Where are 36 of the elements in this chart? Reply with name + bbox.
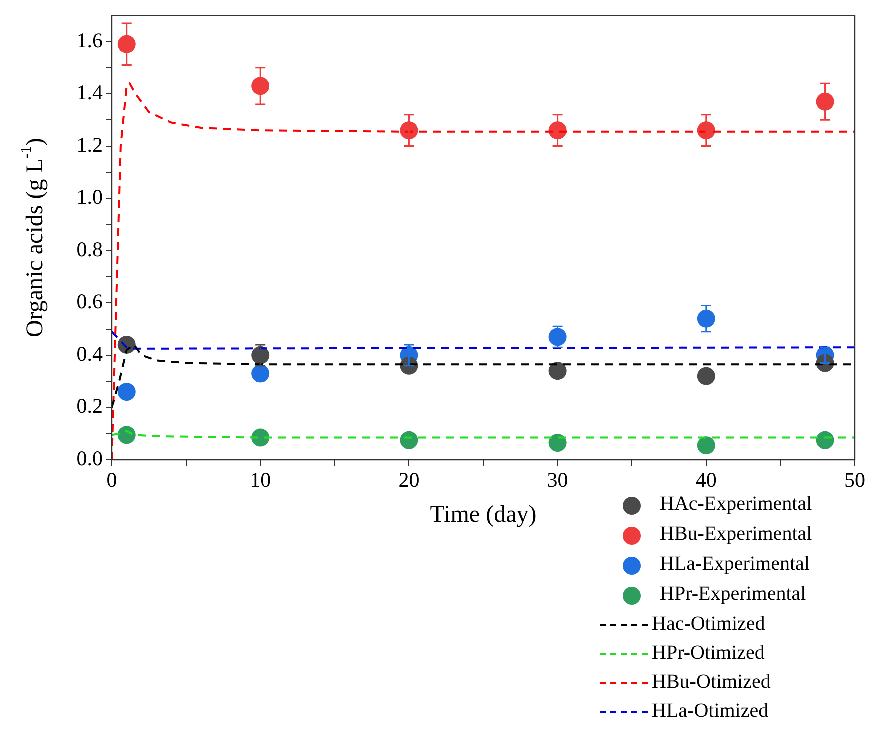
- y-tick-label: 0.0: [76, 446, 103, 471]
- legend-label: HBu-Experimental: [660, 522, 812, 545]
- y-tick-label: 1.0: [76, 185, 103, 210]
- point: [252, 428, 270, 447]
- y-tick-label: 1.2: [76, 132, 103, 157]
- point: [548, 434, 567, 452]
- point: [816, 431, 834, 450]
- legend-label: HAc-Experimental: [660, 493, 812, 515]
- y-axis-title: Organic acids (g L-1): [18, 138, 48, 338]
- x-tick-label: 30: [547, 468, 568, 492]
- legend-label: HLa-Otimized: [652, 700, 769, 722]
- x-axis-title: Time (day): [430, 502, 537, 528]
- y-tick-label: 1.4: [76, 80, 104, 105]
- x-tick-label: 10: [250, 468, 272, 492]
- point: [252, 364, 270, 383]
- legend-label: HPr-Otimized: [652, 642, 765, 664]
- legend-label: HLa-Experimental: [660, 552, 810, 575]
- point: [118, 426, 136, 444]
- y-tick-label: 0.4: [76, 342, 104, 366]
- y-tick-label: 0.8: [76, 237, 103, 262]
- point: [697, 367, 716, 386]
- line-series: [112, 82, 855, 460]
- x-tick-label: 20: [398, 468, 420, 492]
- point: [118, 383, 136, 402]
- point: [400, 431, 418, 450]
- legend-label: Hac-Otimized: [652, 612, 766, 635]
- legend-label: HPr-Experimental: [660, 582, 806, 605]
- legend-label: HBu-Otimized: [652, 670, 771, 693]
- y-tick-label: 0.2: [76, 394, 103, 418]
- point: [548, 362, 567, 380]
- x-tick-label: 40: [696, 468, 717, 492]
- x-tick-label: 0: [106, 468, 118, 492]
- x-tick-label: 50: [844, 468, 866, 492]
- y-tick-label: 1.6: [76, 28, 103, 52]
- y-tick-label: 0.6: [76, 290, 103, 314]
- point: [697, 436, 716, 455]
